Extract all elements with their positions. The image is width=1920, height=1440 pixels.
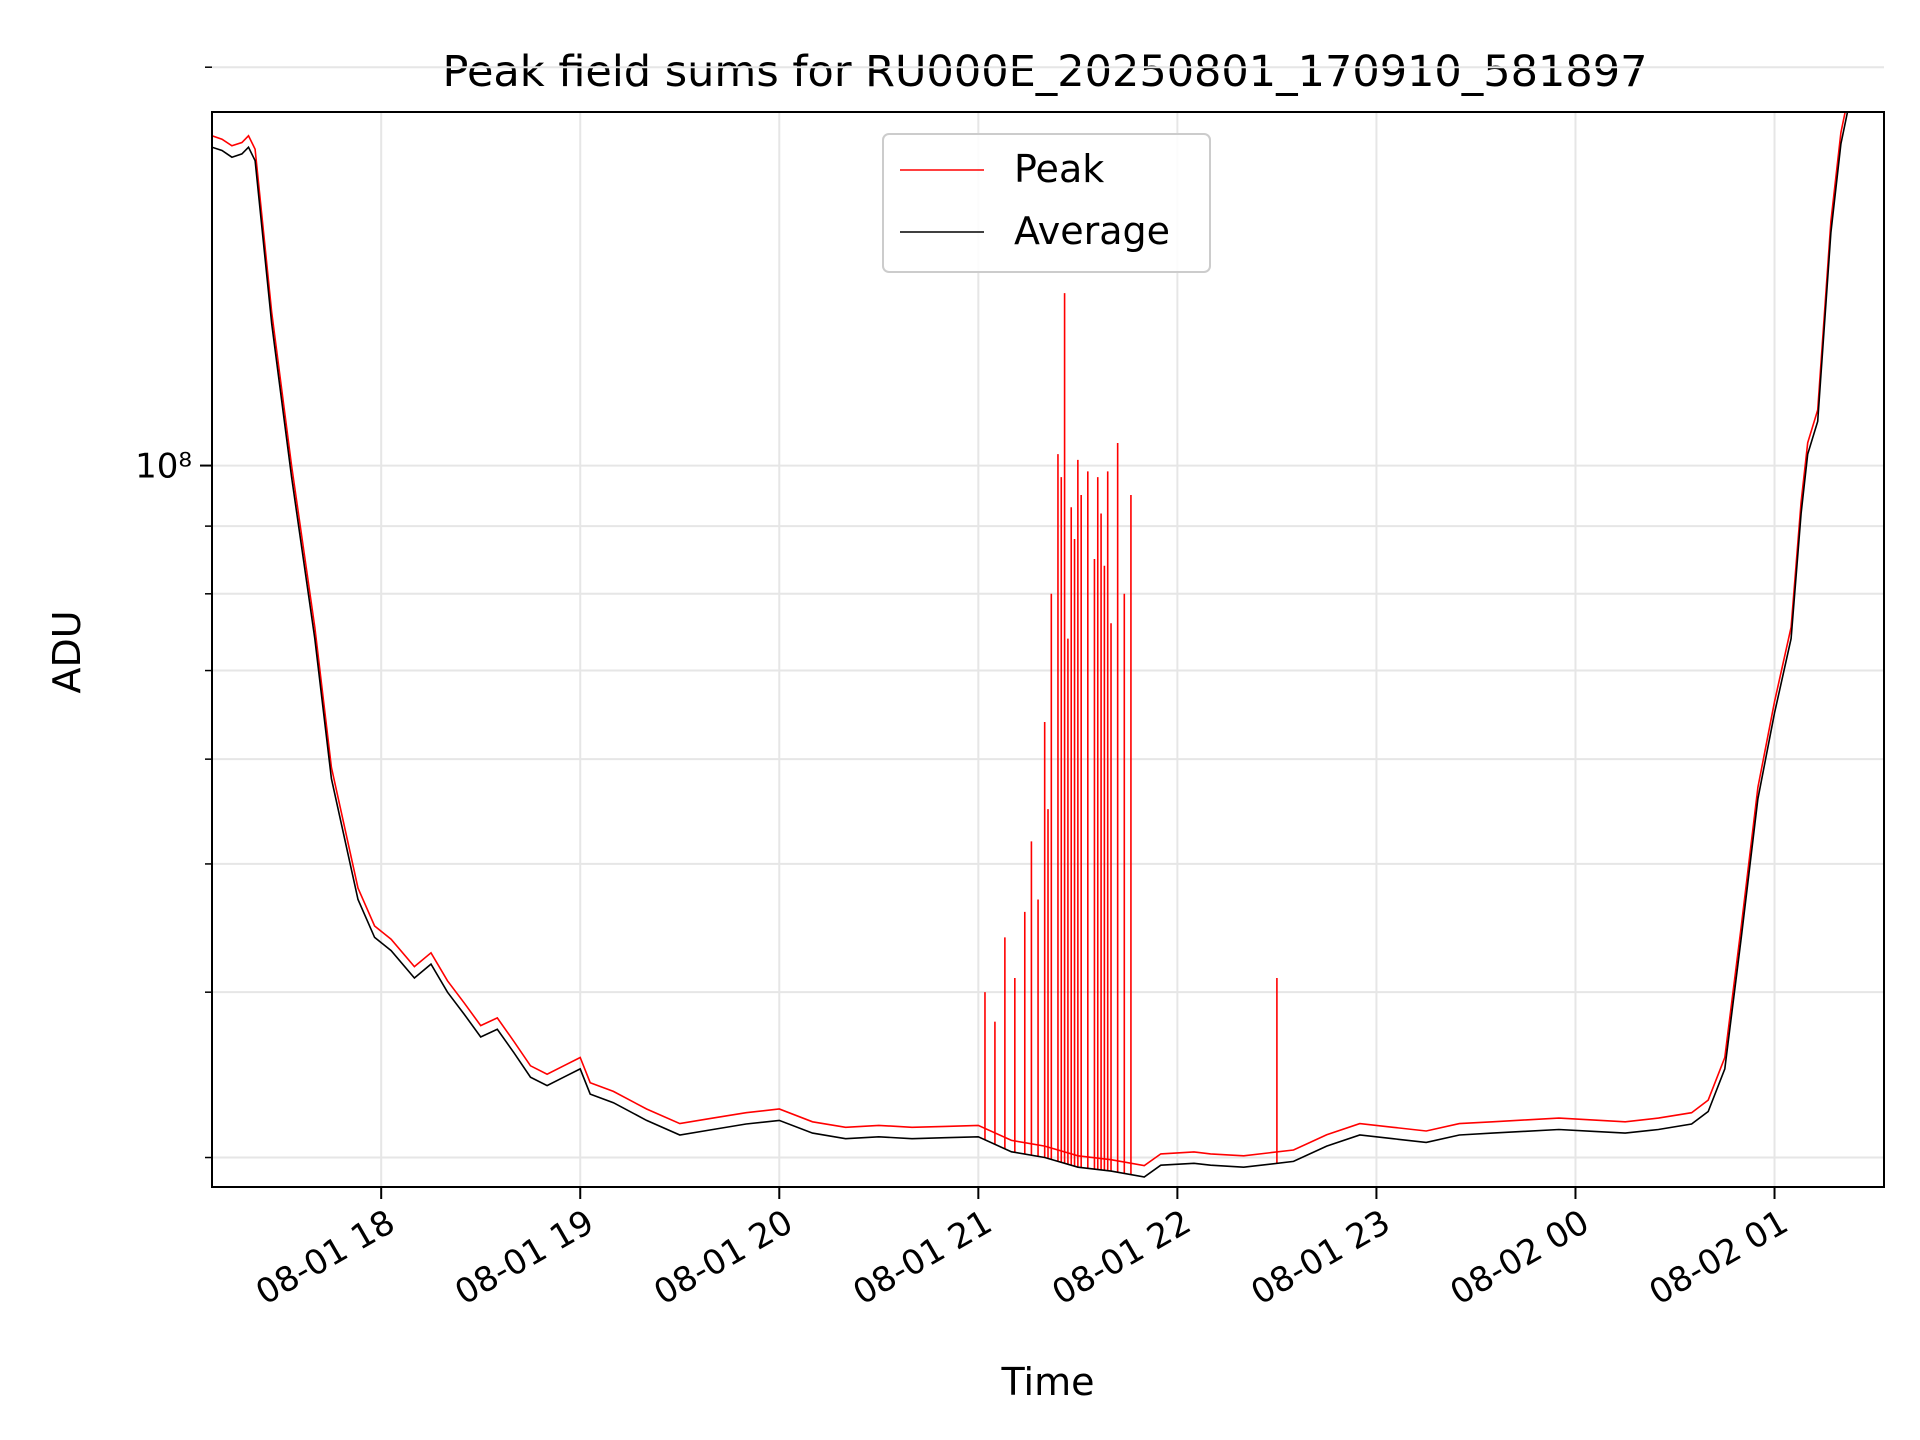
legend: Peak Average: [882, 133, 1211, 273]
x-tick-label: 08-01 21: [846, 1202, 998, 1313]
average-series-line: [212, 112, 1849, 1178]
legend-box: [882, 133, 1211, 273]
x-tick-label: 08-02 00: [1444, 1202, 1596, 1313]
y-axis-label: ADU: [45, 610, 89, 693]
x-tick-label: 08-01 20: [647, 1202, 799, 1313]
peak-series-line: [212, 112, 1846, 1167]
y-tick-label: 10⁸: [135, 447, 192, 487]
x-tick-label: 08-01 19: [448, 1202, 600, 1313]
y-axis: 10⁸: [135, 66, 212, 1159]
grid-layer: [212, 66, 1884, 1187]
x-axis-label: Time: [1001, 1360, 1095, 1404]
x-tick-label: 08-01 23: [1245, 1202, 1397, 1313]
legend-label-peak: Peak: [1014, 147, 1104, 191]
chart-title: Peak field sums for RU000E_20250801_1709…: [443, 47, 1648, 97]
x-tick-label: 08-02 01: [1643, 1202, 1795, 1313]
x-tick-label: 08-01 18: [249, 1202, 401, 1313]
series-layer: [212, 112, 1849, 1178]
legend-label-average: Average: [1014, 209, 1170, 253]
x-tick-label: 08-01 22: [1045, 1202, 1197, 1313]
x-axis: 08-01 18 08-01 19 08-01 20 08-01 21 08-01 22…: [249, 1187, 1795, 1313]
plot-frame: [211, 111, 1885, 1188]
